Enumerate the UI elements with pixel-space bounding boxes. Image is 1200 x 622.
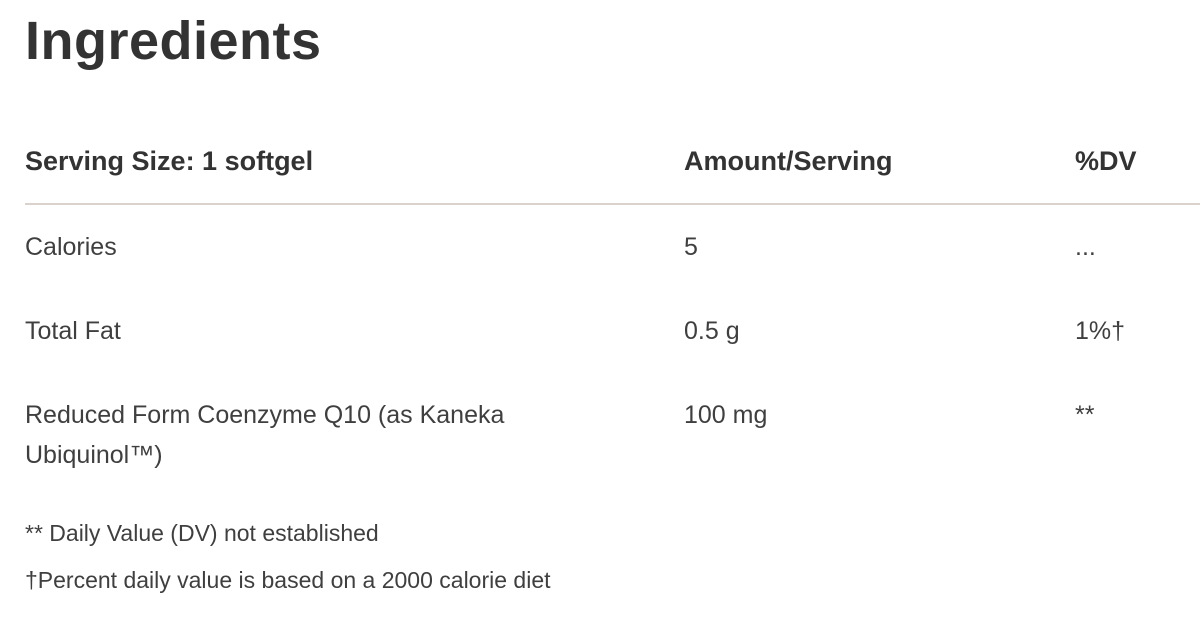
table-header-row: Serving Size: 1 softgel Amount/Serving %…	[25, 144, 1200, 205]
footnote-percent-daily-value: †Percent daily value is based on a 2000 …	[25, 566, 551, 593]
ingredient-dv: ...	[1075, 232, 1096, 261]
ingredient-dv: **	[1075, 400, 1095, 429]
ingredient-name: Total Fat	[25, 316, 121, 345]
ingredient-amount: 100 mg	[684, 400, 768, 429]
header-amount-per-serving: Amount/Serving	[684, 145, 893, 176]
ingredient-name: Calories	[25, 232, 117, 261]
page-title: Ingredients	[25, 11, 322, 71]
footnote-dv-not-established: ** Daily Value (DV) not established	[25, 519, 379, 546]
header-percent-dv: %DV	[1075, 145, 1137, 176]
ingredient-name: Reduced Form Coenzyme Q10 (as Kaneka Ubi…	[25, 400, 505, 469]
ingredient-amount: 0.5 g	[684, 316, 740, 345]
table-row: Total Fat 0.5 g 1%†	[25, 289, 1200, 373]
table-row: Calories 5 ...	[25, 205, 1200, 289]
ingredient-dv: 1%†	[1075, 316, 1126, 345]
table-row: Reduced Form Coenzyme Q10 (as Kaneka Ubi…	[25, 373, 1200, 497]
ingredient-amount: 5	[684, 232, 698, 261]
header-serving-size: Serving Size: 1 softgel	[25, 145, 314, 176]
footnotes-section: ** Daily Value (DV) not established †Per…	[25, 517, 1200, 597]
